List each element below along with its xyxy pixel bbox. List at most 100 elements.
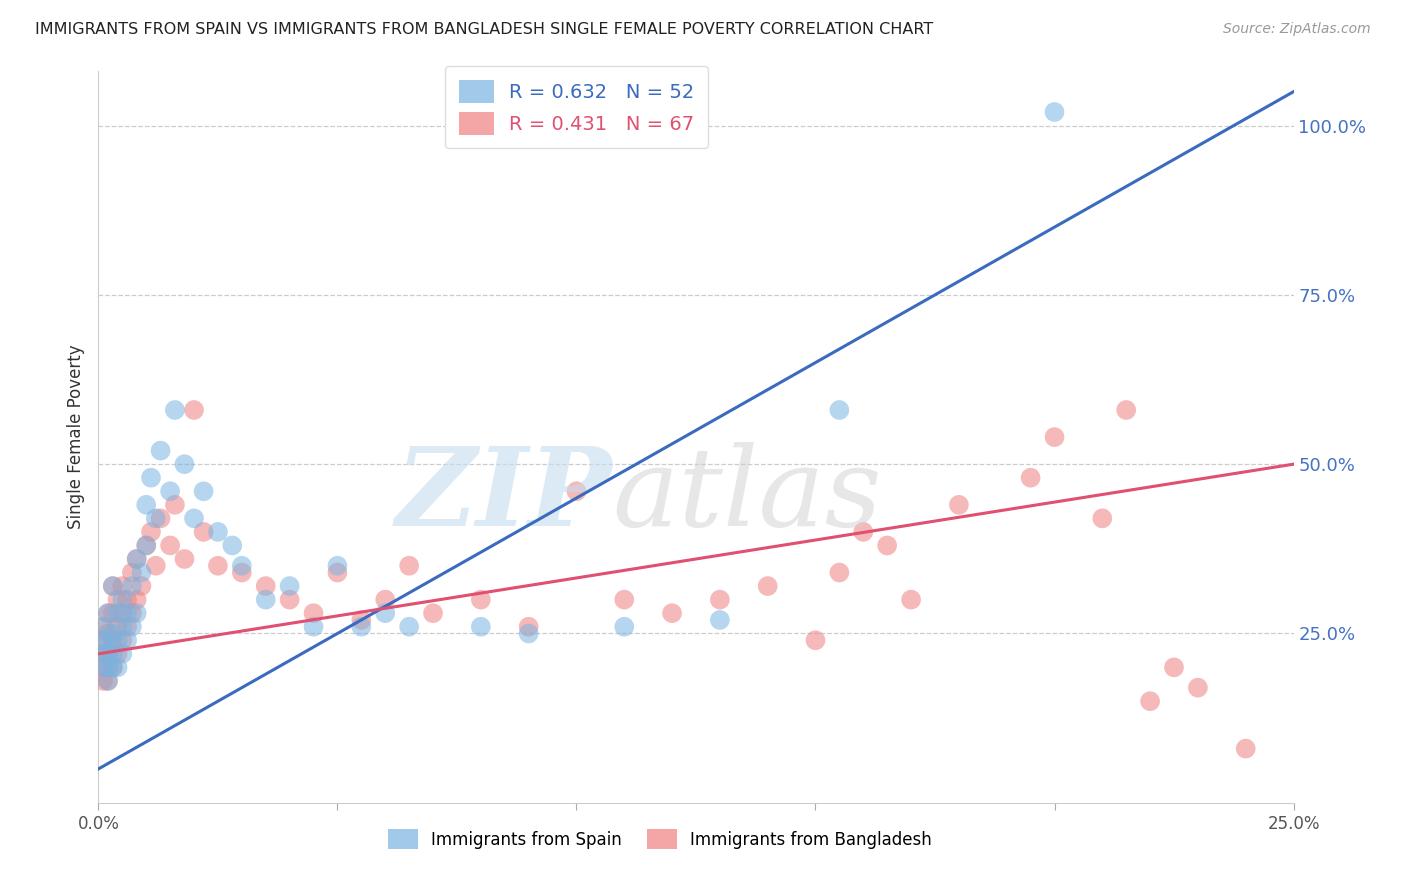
Point xyxy=(326,566,349,580)
Point xyxy=(91,647,114,661)
Point xyxy=(1139,694,1161,708)
Point xyxy=(107,660,129,674)
Point xyxy=(163,498,186,512)
Point xyxy=(350,613,373,627)
Point xyxy=(121,566,143,580)
Point xyxy=(121,579,143,593)
Point xyxy=(101,606,124,620)
Point xyxy=(517,626,540,640)
Point xyxy=(470,592,492,607)
Point xyxy=(1163,660,1185,674)
Point xyxy=(374,606,396,620)
Point xyxy=(107,606,129,620)
Point xyxy=(221,538,243,552)
Point xyxy=(111,592,134,607)
Point xyxy=(948,498,970,512)
Point xyxy=(111,620,134,634)
Point xyxy=(350,620,373,634)
Point xyxy=(193,524,215,539)
Point xyxy=(145,511,167,525)
Point xyxy=(1043,105,1066,120)
Point xyxy=(1043,430,1066,444)
Point xyxy=(231,566,253,580)
Point xyxy=(756,579,779,593)
Point xyxy=(145,558,167,573)
Point xyxy=(278,592,301,607)
Point xyxy=(97,673,120,688)
Point xyxy=(254,592,277,607)
Point xyxy=(1187,681,1209,695)
Point xyxy=(231,558,253,573)
Point xyxy=(111,579,134,593)
Point xyxy=(709,613,731,627)
Point xyxy=(111,633,134,648)
Point xyxy=(101,660,124,674)
Point xyxy=(101,579,124,593)
Point xyxy=(254,579,277,593)
Point xyxy=(121,606,143,620)
Point xyxy=(101,647,124,661)
Point xyxy=(1019,471,1042,485)
Point xyxy=(207,524,229,539)
Point xyxy=(125,552,148,566)
Point xyxy=(135,538,157,552)
Point xyxy=(131,579,153,593)
Point xyxy=(97,606,120,620)
Point xyxy=(422,606,444,620)
Text: atlas: atlas xyxy=(613,442,882,549)
Point xyxy=(115,592,138,607)
Point xyxy=(326,558,349,573)
Point xyxy=(173,552,195,566)
Point xyxy=(97,660,120,674)
Point xyxy=(183,511,205,525)
Point xyxy=(852,524,875,539)
Point xyxy=(107,633,129,648)
Point xyxy=(91,620,114,634)
Point xyxy=(91,660,114,674)
Point xyxy=(398,620,420,634)
Point xyxy=(470,620,492,634)
Point xyxy=(1115,403,1137,417)
Point xyxy=(804,633,827,648)
Point xyxy=(565,484,588,499)
Point xyxy=(91,660,114,674)
Point xyxy=(613,592,636,607)
Text: Source: ZipAtlas.com: Source: ZipAtlas.com xyxy=(1223,22,1371,37)
Point xyxy=(159,538,181,552)
Point xyxy=(302,606,325,620)
Point xyxy=(101,633,124,648)
Point xyxy=(131,566,153,580)
Point xyxy=(374,592,396,607)
Point xyxy=(278,579,301,593)
Legend: Immigrants from Spain, Immigrants from Bangladesh: Immigrants from Spain, Immigrants from B… xyxy=(377,818,943,860)
Point xyxy=(97,606,120,620)
Point xyxy=(97,647,120,661)
Point xyxy=(135,498,157,512)
Point xyxy=(91,673,114,688)
Point xyxy=(173,457,195,471)
Point xyxy=(613,620,636,634)
Point xyxy=(97,647,120,661)
Point xyxy=(709,592,731,607)
Point xyxy=(125,606,148,620)
Point xyxy=(517,620,540,634)
Text: IMMIGRANTS FROM SPAIN VS IMMIGRANTS FROM BANGLADESH SINGLE FEMALE POVERTY CORREL: IMMIGRANTS FROM SPAIN VS IMMIGRANTS FROM… xyxy=(35,22,934,37)
Point xyxy=(101,660,124,674)
Point xyxy=(149,511,172,525)
Point xyxy=(900,592,922,607)
Point xyxy=(139,524,162,539)
Point xyxy=(91,633,114,648)
Point xyxy=(661,606,683,620)
Point xyxy=(107,620,129,634)
Text: ZIP: ZIP xyxy=(395,442,613,549)
Point xyxy=(149,443,172,458)
Point xyxy=(159,484,181,499)
Point xyxy=(193,484,215,499)
Point xyxy=(101,579,124,593)
Point xyxy=(97,626,120,640)
Point xyxy=(1091,511,1114,525)
Point xyxy=(115,620,138,634)
Point xyxy=(828,403,851,417)
Point xyxy=(163,403,186,417)
Point xyxy=(91,620,114,634)
